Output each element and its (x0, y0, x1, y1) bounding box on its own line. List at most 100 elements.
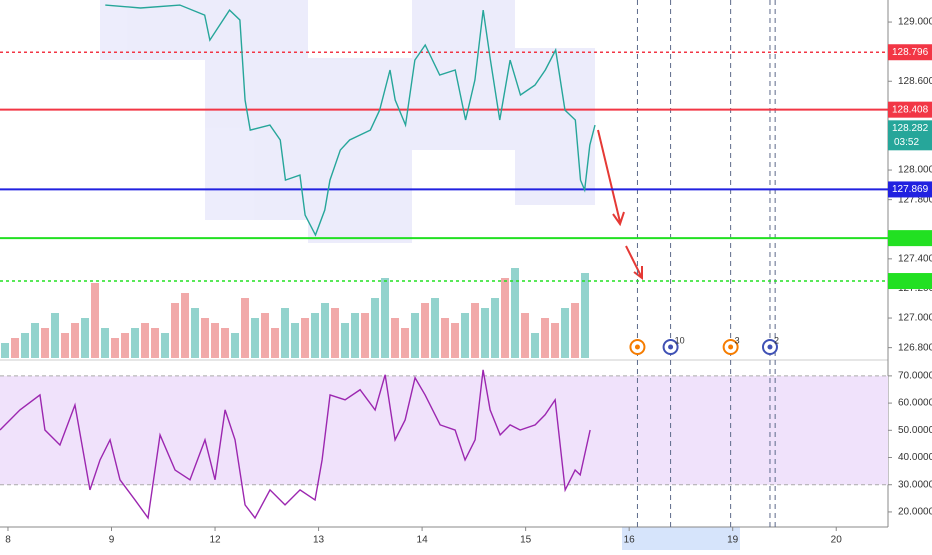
volume-bar (221, 328, 229, 358)
volume-bar (511, 268, 519, 358)
arrows (597, 129, 643, 280)
event-count: 10 (675, 335, 685, 345)
volume-bar (81, 318, 89, 358)
y-tick-label: 40.0000 (898, 452, 932, 463)
volume-bar (291, 323, 299, 358)
event-dot (767, 344, 773, 350)
volume-bar (421, 303, 429, 358)
volume-bar (41, 328, 49, 358)
volume-bar (71, 323, 79, 358)
volume-bar (111, 338, 119, 358)
y-tick-label: 128.600 (898, 76, 932, 87)
event-dot (634, 344, 640, 350)
volume-bar (61, 333, 69, 358)
volume-bar (311, 313, 319, 358)
y-tick-label: 127.000 (898, 313, 932, 324)
volume-bar (91, 283, 99, 358)
y-tick-label: 129.000 (898, 17, 932, 28)
volume-bar (381, 278, 389, 358)
volume-bar (151, 328, 159, 358)
volume-bar (331, 308, 339, 358)
volume-bar (141, 323, 149, 358)
volume-bar (341, 323, 349, 358)
rsi-line (0, 369, 591, 520)
event-count: 3 (735, 335, 740, 345)
axis-range-highlight (622, 527, 740, 550)
last-price-timer: 03:52 (894, 137, 919, 148)
y-tick-label: 30.0000 (898, 479, 932, 490)
volume-bar (131, 328, 139, 358)
volume-bar (261, 313, 269, 358)
y-tick-label: 127.400 (898, 253, 932, 264)
y-tick-label: 60.0000 (898, 398, 932, 409)
level-label: 127.869 (892, 184, 929, 195)
volume-bar (121, 333, 129, 358)
x-tick-label: 16 (624, 535, 636, 546)
price-line (105, 4, 596, 237)
volume-bar (551, 323, 559, 358)
volume-bar (191, 308, 199, 358)
rsi-band (0, 375, 888, 485)
volume-bar (351, 313, 359, 358)
volume-bar (1, 343, 9, 358)
x-tick-label: 15 (520, 535, 532, 546)
x-tick-label: 20 (831, 535, 843, 546)
last-price-label: 128.282 (892, 123, 929, 134)
volume-bar (231, 333, 239, 358)
level-label: 128.408 (892, 104, 929, 115)
volume-bar (171, 303, 179, 358)
event-dot (668, 344, 674, 350)
volume-bar (301, 318, 309, 358)
event-dot (728, 344, 734, 350)
volume-bar (481, 308, 489, 358)
volume-bar (571, 303, 579, 358)
volume-bar (271, 328, 279, 358)
x-tick-label: 12 (209, 535, 221, 546)
x-tick-label: 9 (109, 535, 115, 546)
x-tick-label: 14 (417, 535, 429, 546)
x-tick-label: 8 (5, 535, 11, 546)
y-tick-label: 70.0000 (898, 371, 932, 382)
level-label-box (888, 181, 932, 198)
x-tick-label: 13 (313, 535, 325, 546)
y-tick-label: 128.000 (898, 165, 932, 176)
volume-bar (371, 298, 379, 358)
volume-bar (211, 323, 219, 358)
volume-bar (21, 333, 29, 358)
volume-bar (11, 338, 19, 358)
session-boxes (100, 0, 595, 243)
volume-bar (321, 303, 329, 358)
y-tick-label: 20.0000 (898, 507, 932, 518)
volume-bar (491, 298, 499, 358)
volume-bar (451, 323, 459, 358)
volume-bar (541, 318, 549, 358)
last-price-box (888, 120, 932, 151)
level-label-box (888, 273, 932, 290)
volume-bar (531, 333, 539, 358)
volume-bar (471, 303, 479, 358)
x-tick-label: 19 (727, 535, 739, 546)
volume-bar (501, 278, 509, 358)
volume-bar (581, 273, 589, 358)
volume-bar (401, 328, 409, 358)
level-label: 128.796 (892, 47, 929, 58)
volume-bar (521, 313, 529, 358)
volume-bar (51, 313, 59, 358)
volume-bar (161, 333, 169, 358)
volume-bar (431, 298, 439, 358)
level-label-box (888, 44, 932, 61)
volume-bar (31, 323, 39, 358)
volume-bar (251, 318, 259, 358)
event-count: 2 (774, 335, 779, 345)
volume-bar (411, 313, 419, 358)
level-label-box (888, 230, 932, 247)
volume-bar (241, 298, 249, 358)
volume-bar (281, 308, 289, 358)
volume-bar (201, 318, 209, 358)
volume-bar (561, 308, 569, 358)
y-tick-label: 126.800 (898, 342, 932, 353)
volume-bar (181, 293, 189, 358)
level-label-box (888, 101, 932, 118)
y-tick-label: 127.800 (898, 194, 932, 205)
